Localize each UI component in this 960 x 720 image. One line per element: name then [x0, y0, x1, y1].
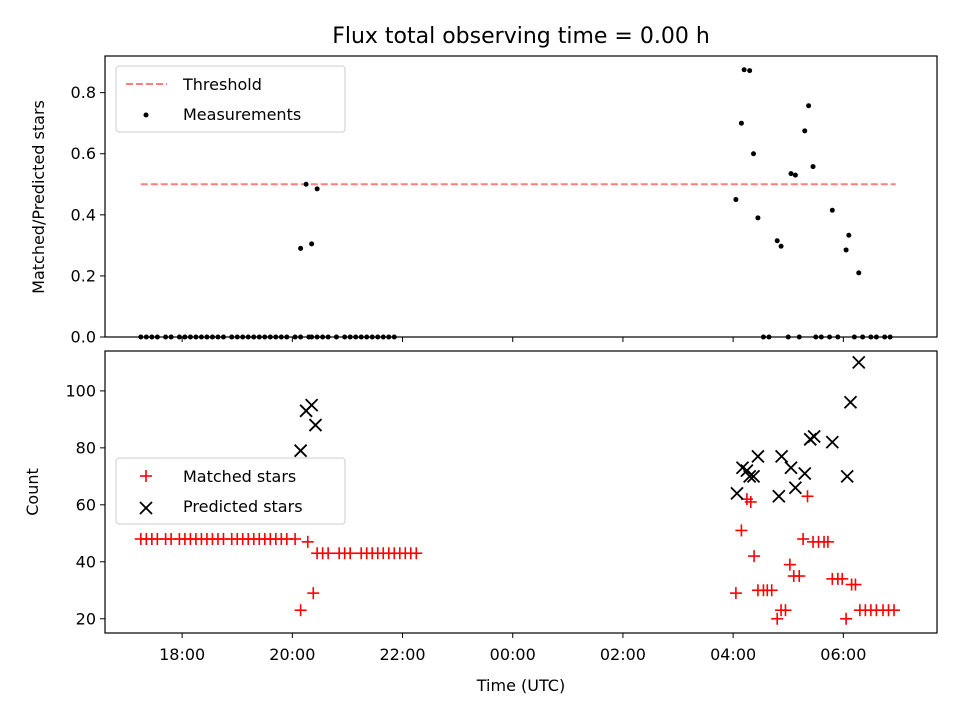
matched-star-point [793, 570, 806, 583]
measurement-point [309, 241, 315, 247]
measurement-point [806, 103, 812, 109]
x-tick-label: 22:00 [379, 645, 425, 664]
predicted-star-point [772, 489, 786, 503]
top-legend: Threshold Measurements [115, 65, 346, 133]
top-y-tick-label: 0.8 [71, 83, 96, 102]
matched-star-point [836, 572, 849, 585]
measurement-point [829, 207, 835, 213]
measurement-point [314, 186, 320, 192]
measurement-point [298, 245, 304, 251]
matched-star-point [301, 535, 314, 548]
predicted-star-point [843, 395, 858, 409]
legend-predicted-swatch [139, 501, 153, 515]
x-tick-label: 02:00 [600, 645, 646, 664]
matched-star-point [294, 604, 307, 617]
top-axes-frame [104, 55, 938, 338]
matched-star-point [783, 558, 796, 571]
top-y-tick-label: 0.2 [71, 266, 96, 285]
measurement-point [733, 197, 739, 203]
matched-star-point [771, 612, 784, 625]
legend-matched-swatch [140, 470, 152, 482]
matched-star-point [744, 495, 757, 508]
predicted-star-point [293, 444, 308, 458]
top-y-tick-label: 0.6 [71, 144, 96, 163]
top-y-axis-label: Matched/Predicted stars [29, 100, 48, 294]
bottom-y-tick-label: 60 [76, 495, 96, 514]
legend-threshold-label: Threshold [182, 75, 262, 94]
predicted-star-point [807, 429, 821, 444]
legend-matched-label: Matched stars [183, 467, 296, 486]
matched-star-point [289, 533, 302, 545]
x-tick-label: 04:00 [710, 645, 756, 664]
matched-star-point [779, 604, 792, 617]
matched-star-point [344, 547, 357, 560]
predicted-star-point [825, 435, 839, 449]
x-tick-label: 00:00 [490, 645, 536, 664]
matched-star-point [801, 490, 814, 503]
predicted-star-point [784, 461, 798, 475]
measurement-point [778, 243, 784, 249]
legend-predicted-label: Predicted stars [183, 497, 303, 516]
measurement-point [747, 68, 753, 74]
x-axis-label: Time (UTC) [476, 676, 565, 695]
measurement-point [802, 128, 808, 134]
legend-measurements-label: Measurements [183, 105, 301, 124]
measurement-point [843, 247, 849, 253]
matched-star-point [821, 535, 834, 548]
measurement-point [856, 270, 862, 276]
bottom-y-tick-label: 40 [76, 552, 96, 571]
predicted-star-point [788, 481, 803, 495]
chart-title: Flux total observing time = 0.00 h [332, 24, 710, 49]
legend-measurements-swatch [143, 112, 149, 118]
matched-star-point [765, 584, 778, 597]
measurement-point [810, 164, 816, 170]
measurement-point [751, 151, 757, 157]
measurement-point [846, 232, 852, 238]
bottom-legend: Matched stars Predicted stars [115, 457, 346, 525]
top-plot-area: 0.0 0.2 0.4 0.6 0.8 [71, 67, 896, 347]
bottom-y-tick-label: 100 [65, 381, 96, 400]
predicted-star-point [746, 469, 761, 483]
x-tick-label: 06:00 [820, 645, 866, 664]
measurement-point [792, 172, 798, 178]
top-legend-box [115, 65, 346, 133]
bottom-plot-area: 20 40 60 80 100 18:00 20:00 22:00 00:00 02:00 04:0… [65, 355, 901, 664]
measurement-point [788, 171, 794, 177]
x-tick-label: 20:00 [269, 645, 315, 664]
measurement-point [755, 215, 761, 221]
predicted-star-point [308, 418, 323, 432]
measurement-point [741, 67, 747, 73]
matched-star-point [322, 547, 335, 560]
measurement-point [303, 181, 309, 187]
matched-star-point [849, 578, 862, 591]
top-y-tick-label: 0.4 [71, 205, 96, 224]
measurement-point [774, 238, 780, 244]
predicted-star-point [852, 355, 866, 370]
predicted-star-point [304, 398, 319, 412]
bottom-y-tick-label: 20 [76, 609, 96, 628]
bottom-legend-box [115, 457, 346, 525]
matched-star-point [735, 524, 748, 537]
top-y-tick-label: 0.0 [71, 328, 96, 347]
matched-star-point [410, 547, 423, 560]
predicted-star-point [798, 466, 812, 481]
x-tick-label: 18:00 [159, 645, 205, 664]
bottom-y-tick-label: 80 [76, 438, 96, 457]
predicted-star-point [751, 449, 765, 464]
matched-star-point [888, 604, 901, 617]
bottom-axes-frame [104, 350, 938, 634]
predicted-star-point [840, 469, 854, 483]
predicted-star-point [730, 486, 744, 501]
matched-star-point [307, 587, 320, 600]
matched-star-point [748, 550, 761, 563]
measurement-point [738, 120, 744, 126]
matched-star-point [840, 612, 853, 625]
bottom-y-axis-label: Count [23, 468, 42, 516]
predicted-star-point [774, 449, 789, 464]
matched-star-point [729, 587, 742, 600]
matched-star-point [797, 533, 810, 545]
predicted-star-point [743, 469, 757, 483]
